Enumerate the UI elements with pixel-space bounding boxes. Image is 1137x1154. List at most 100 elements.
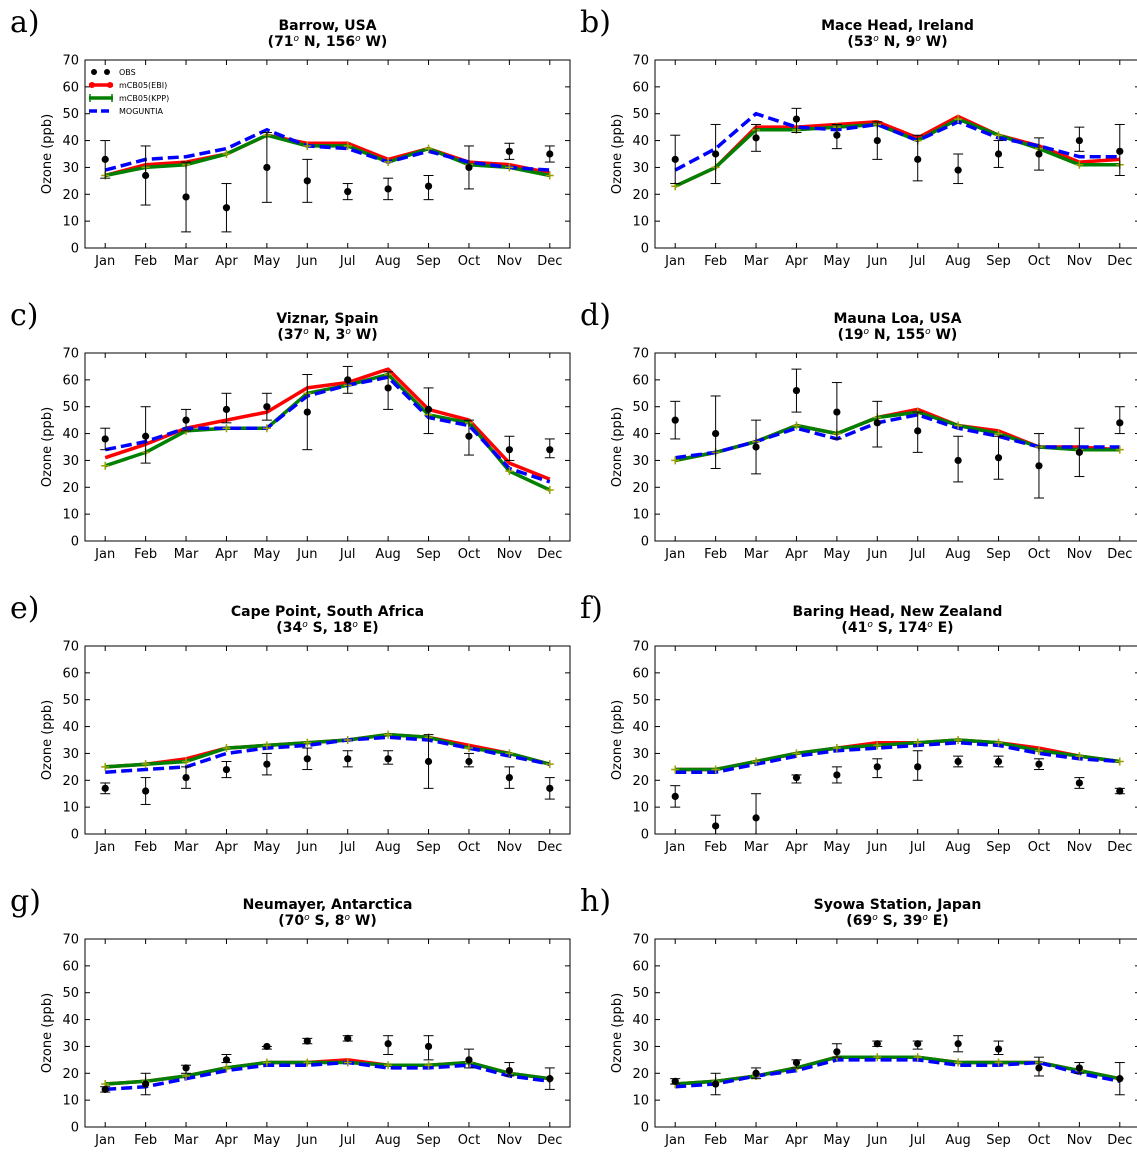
y-tick-label: 60 — [62, 373, 79, 388]
kpp-point — [1075, 752, 1084, 761]
x-tick-label: Jul — [339, 840, 356, 855]
y-tick-label: 20 — [62, 1067, 79, 1082]
obs-point — [303, 177, 311, 185]
y-tick-label: 70 — [62, 54, 79, 69]
obs-point — [384, 1040, 392, 1048]
panel-letter: a) — [10, 5, 40, 40]
panel-title: Mace Head, Ireland — [821, 18, 974, 34]
obs-point — [505, 147, 513, 155]
obs-point — [424, 757, 433, 766]
x-tick-label: Oct — [458, 254, 480, 269]
y-tick-label: 50 — [62, 400, 79, 415]
x-tick-label: Aug — [375, 1133, 400, 1148]
obs-point — [954, 1040, 962, 1048]
y-tick-label: 10 — [632, 1094, 649, 1109]
y-tick-label: 20 — [632, 1067, 649, 1082]
x-tick-label: Sep — [416, 547, 441, 562]
y-tick-label: 30 — [62, 1040, 79, 1055]
x-tick-label: Mar — [744, 547, 769, 562]
obs-point — [263, 760, 271, 768]
panel-letter: f) — [580, 591, 603, 626]
obs-point — [142, 171, 150, 180]
x-tick-label: Jul — [909, 840, 926, 855]
y-tick-label: 30 — [632, 747, 649, 762]
y-tick-label: 30 — [62, 747, 79, 762]
panel-letter: h) — [580, 884, 611, 919]
y-tick-label: 20 — [632, 774, 649, 789]
legend-swatch-obs — [91, 69, 97, 75]
x-tick-label: Nov — [1067, 840, 1093, 855]
x-tick-label: Aug — [945, 547, 970, 562]
obs-point — [752, 1069, 760, 1077]
x-tick-label: Jan — [94, 1133, 115, 1148]
y-tick-label: 40 — [632, 134, 649, 149]
obs-point — [833, 771, 841, 779]
y-tick-label: 0 — [71, 828, 79, 843]
y-axis-label: Ozone (ppb) — [610, 700, 625, 780]
y-tick-label: 20 — [62, 188, 79, 203]
obs-point — [424, 405, 433, 413]
obs-point — [712, 429, 720, 438]
obs-point — [752, 443, 760, 451]
y-tick-label: 50 — [62, 693, 79, 708]
legend: OBS mCB05(EBI) mCB05(KPP) MOGUNTIA — [89, 68, 169, 116]
obs-point — [792, 387, 801, 395]
obs-point — [344, 188, 352, 196]
y-tick-label: 50 — [62, 986, 79, 1001]
panel-subtitle: (34o S, 18o E) — [276, 620, 378, 636]
y-tick-label: 40 — [62, 427, 79, 442]
x-tick-label: Dec — [1107, 840, 1132, 855]
obs-point — [792, 115, 801, 123]
x-tick-label: Nov — [1067, 547, 1093, 562]
obs-point — [1035, 760, 1043, 768]
y-tick-label: 0 — [641, 828, 649, 843]
x-tick-label: May — [253, 547, 280, 562]
obs-point — [671, 416, 679, 424]
x-tick-label: Jan — [664, 254, 685, 269]
kpp-point — [222, 744, 231, 753]
x-tick-label: Dec — [1107, 547, 1132, 562]
kpp-point — [792, 749, 801, 758]
kpp-point — [671, 765, 680, 774]
obs-point — [424, 1042, 433, 1051]
legend-label: mCB05(KPP) — [119, 94, 169, 103]
x-tick-label: Nov — [1067, 1133, 1093, 1148]
x-tick-label: Oct — [1028, 840, 1050, 855]
panel: g) Neumayer, Antarctica(70o S, 8o W) 0 10 20… — [10, 884, 571, 1148]
legend-label: OBS — [119, 68, 136, 77]
series-line-mcb05-kpp — [105, 732, 551, 769]
x-tick-label: May — [823, 840, 850, 855]
obs-point — [994, 454, 1003, 462]
kpp-point — [424, 1061, 433, 1070]
y-tick-label: 60 — [62, 666, 79, 681]
axes-frame — [654, 938, 1137, 1128]
kpp-point — [792, 421, 801, 430]
x-tick-label: Nov — [1067, 254, 1093, 269]
y-tick-label: 20 — [62, 481, 79, 496]
kpp-point — [1115, 445, 1124, 454]
y-tick-label: 50 — [632, 400, 649, 415]
series-line-mcb05-ebi — [104, 133, 551, 178]
obs-point — [344, 755, 352, 763]
kpp-point — [222, 150, 231, 158]
x-tick-label: Jul — [909, 547, 926, 562]
kpp-point — [994, 131, 1003, 140]
panel: e) Cape Point, South Africa(34o S, 18o E)… — [10, 591, 571, 855]
legend-swatch-ebi — [107, 82, 113, 88]
x-tick-label: Jan — [664, 840, 685, 855]
x-tick-label: Sep — [416, 840, 441, 855]
x-tick-label: Oct — [1028, 547, 1050, 562]
panel: a) Barrow, USA(71o N, 156o W) 0 10 20 30 40 50 6… — [10, 5, 571, 269]
series-line-moguntia — [105, 1060, 551, 1092]
y-tick-label: 30 — [632, 454, 649, 469]
x-tick-label: Aug — [375, 254, 400, 269]
x-tick-label: May — [253, 840, 280, 855]
kpp-point — [994, 1058, 1003, 1067]
y-axis-label: Ozone (ppb) — [610, 114, 625, 194]
obs-point — [424, 182, 433, 190]
y-axis-label: Ozone (ppb) — [610, 993, 625, 1073]
panel-title: Baring Head, New Zealand — [793, 604, 1003, 620]
obs-point — [792, 774, 801, 782]
kpp-point — [384, 730, 393, 739]
x-tick-label: Aug — [945, 1133, 970, 1148]
